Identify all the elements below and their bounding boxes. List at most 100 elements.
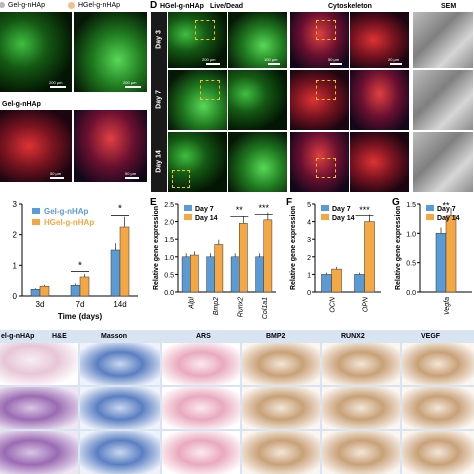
panel-a: Gel-g-nHAp HGel-g-nHAp 200 μm 200 μm	[0, 0, 148, 98]
panel-g-letter: G	[392, 197, 400, 208]
scale-label: 200 μm	[49, 80, 63, 85]
panel-c-title: Gel-g-nHAp	[2, 101, 41, 108]
y-tick-label: 1	[307, 272, 311, 279]
histology-image	[162, 431, 240, 474]
d-day3-live-1	[168, 12, 227, 68]
bar	[239, 223, 248, 293]
histology-image	[0, 431, 78, 474]
significance-mark: ***	[258, 203, 269, 213]
bar	[321, 274, 332, 293]
h-col-masson: Masson	[101, 333, 128, 340]
y-tick-label: 4	[307, 220, 311, 227]
histology-image	[402, 387, 474, 429]
legend-hgel-label: HGel-g-nHAp	[78, 2, 121, 9]
significance-mark: ***	[359, 205, 370, 215]
y-tick-label: 0.5	[406, 261, 416, 268]
significance-mark: *	[118, 204, 122, 215]
histology-image	[0, 343, 78, 385]
h-col-ars: ARS	[196, 333, 211, 340]
histology-image	[80, 387, 160, 429]
y-tick-label: 1.0	[406, 231, 416, 238]
bar	[39, 285, 50, 297]
d-day14-live-1	[168, 132, 227, 192]
h-row-title: el-g-nHAp	[1, 333, 35, 340]
h-col-runx2: RUNX2	[341, 333, 365, 340]
x-axis-label: Time (days)	[58, 312, 103, 321]
histology-image	[0, 387, 78, 429]
legend-swatch	[184, 205, 192, 211]
d-day7-live-1	[168, 70, 227, 130]
legend-swatch-hgel-icon	[68, 2, 75, 9]
bar	[364, 221, 375, 293]
scale-label: 50 μm	[125, 171, 137, 176]
y-tick-label: 1.5	[406, 202, 416, 209]
y-tick-label: 2	[13, 231, 18, 240]
significance-mark: *	[78, 260, 82, 271]
y-tick-label: 2.0	[164, 220, 174, 227]
panel-d-letter: D	[150, 0, 158, 11]
x-tick-label: OCN	[330, 296, 337, 313]
bar	[119, 226, 130, 297]
panel-d: D HGel-g-nHAp Live/Dead Cytoskeleton SEM…	[150, 0, 474, 194]
bar	[214, 244, 224, 293]
d-day3-live-2	[228, 12, 287, 68]
image-a-hgel	[74, 12, 147, 92]
legend-label: HGel-g-nHAp	[44, 218, 94, 227]
d-day14-cyto-2	[350, 132, 409, 192]
panel-e-letter: E	[150, 197, 157, 208]
image-a-gel	[0, 12, 72, 92]
histology-image	[162, 343, 240, 385]
x-tick-label: Bmp2	[213, 297, 220, 315]
col-live-dead: Live/Dead	[210, 3, 244, 10]
day-label: Day 14	[155, 150, 163, 173]
legend-swatch-gel-icon	[0, 2, 5, 8]
y-axis-label: Relative gene expression	[395, 206, 402, 290]
h-col-bmp2: BMP2	[266, 333, 286, 340]
y-tick-label: 3	[307, 237, 311, 244]
bar	[354, 274, 365, 293]
x-tick-label: Alpl	[188, 297, 195, 310]
legend-label: Day 14	[195, 215, 218, 222]
d-day3-sem	[413, 12, 473, 68]
y-tick-label: 0	[307, 290, 311, 297]
legend-swatch	[184, 214, 192, 220]
scale-label: 20 μm	[388, 57, 400, 62]
panel-f-letter: F	[286, 197, 293, 208]
histology-image	[322, 387, 400, 429]
h-col-he: H&E	[52, 333, 67, 340]
y-tick-label: 0.0	[164, 290, 174, 297]
legend-label: Day 7	[437, 206, 456, 213]
legend-swatch	[32, 219, 40, 225]
y-tick-label: 1.5	[164, 237, 174, 244]
y-tick-label: 0	[13, 292, 18, 301]
legend-hgel: HGel-g-nHAp	[68, 2, 120, 9]
chart-b-line: 0 1 2 3 3d 7d 14d Time (days) * * Gel-g-nHAp HGel-g…	[13, 200, 138, 321]
h-col-vegf: VEGF	[421, 333, 441, 340]
legend-label: Day 7	[195, 206, 214, 213]
histology-image	[322, 431, 400, 474]
scale-label: 200 μm	[123, 80, 137, 85]
legend-swatch	[32, 208, 40, 214]
y-tick-label: 5	[307, 202, 311, 209]
bar	[70, 285, 81, 297]
d-day14-cyto-1	[290, 132, 349, 192]
histology-image	[242, 343, 320, 385]
y-tick-label: 2	[307, 255, 311, 262]
bar	[263, 219, 273, 293]
x-tick-label: Runx2	[237, 297, 244, 317]
day-label: Day 3	[155, 30, 163, 49]
bar	[30, 289, 41, 297]
y-axis-label: Relative gene expression	[290, 206, 297, 290]
histology-image	[80, 343, 160, 385]
chart-g-bar: 0.0 0.5 1.0 1.5 Relative gene expression Vegf…	[395, 201, 472, 315]
scale-label: 200 μm	[202, 57, 216, 62]
legend-swatch	[426, 214, 434, 220]
y-tick-label: 1	[13, 261, 18, 270]
bar	[230, 256, 240, 293]
col-sem: SEM	[441, 3, 457, 10]
scale-label: 50 μm	[50, 171, 62, 176]
scale-label: 50 μm	[328, 57, 340, 62]
histology-image	[242, 387, 320, 429]
d-day7-live-2	[228, 70, 287, 130]
legend-label: Day 14	[437, 215, 460, 222]
